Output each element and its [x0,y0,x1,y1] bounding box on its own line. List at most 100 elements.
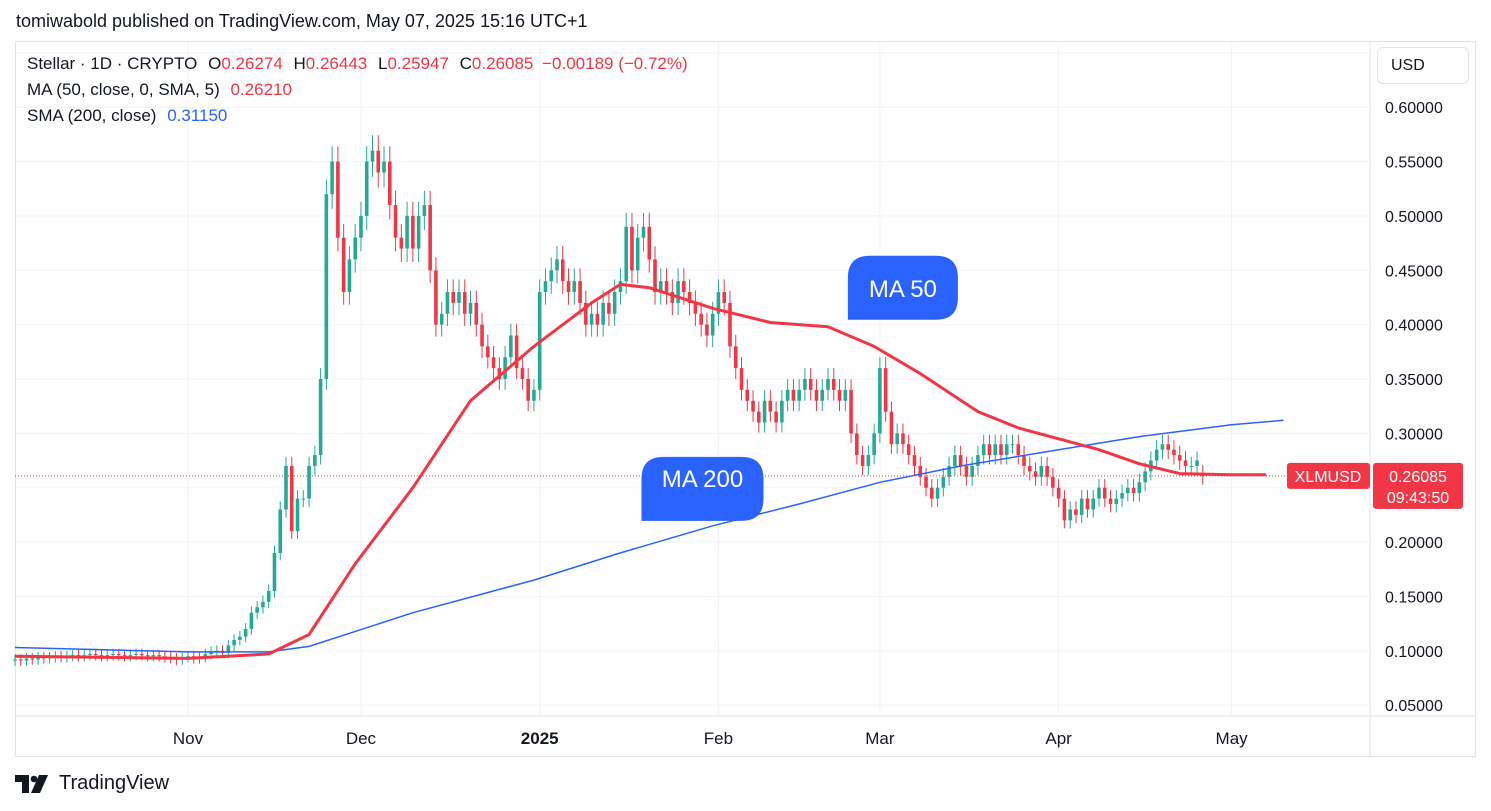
candle-body [249,612,254,630]
candle-body [1177,455,1182,461]
candle-body [451,292,456,303]
candle-body [670,292,675,303]
moving-averages [14,282,1284,660]
candle-body [693,302,698,314]
candle-body [1172,449,1176,456]
candle-body [330,161,334,195]
callout-label: MA 200 [662,466,743,493]
candle-body [307,465,311,499]
candle-body [284,465,288,510]
candle-body [1126,487,1130,494]
candle-body [128,655,133,657]
candle-body [266,590,271,602]
candle-body [480,324,484,347]
ma50-legend[interactable]: MA (50, close, 0, SMA, 5) 0.26210 [27,80,292,100]
candle-body [872,433,876,456]
candle-body [947,465,951,477]
candle-body [30,658,35,660]
candles [13,135,1205,666]
close-value: 0.26085 [471,54,534,73]
tradingview-brand[interactable]: TradingView [15,772,169,795]
brand-name: TradingView [59,772,170,794]
candle-body [359,215,363,238]
grid-lines [15,42,1476,757]
high-label: H [293,54,306,73]
symbol-legend[interactable]: Stellar · 1D · CRYPTO O0.26274 H0.26443 … [27,54,688,74]
candle-body [953,455,957,466]
currency-selector[interactable]: USD [1377,47,1469,84]
candle-body [543,281,548,293]
candle-body [209,651,213,655]
candle-body [416,215,421,249]
low-label: L [377,54,388,73]
candle-body [226,645,231,653]
candle-body [976,455,980,466]
symbol-tag-label: XLMUSD [1295,469,1362,486]
candle-body [99,655,104,657]
candle-body [382,161,386,173]
candle-body [1183,460,1188,466]
ma50-callout[interactable]: MA 50 [847,255,958,320]
candle-body [797,389,801,401]
candle-body [1097,487,1101,499]
candle-body [958,455,963,466]
candle-body [970,465,974,477]
candle-body [36,657,40,660]
y-tick-label: 0.30000 [1385,426,1443,443]
candle-body [1091,498,1096,510]
candle-body [1143,471,1147,483]
candle-body [111,654,115,656]
candle-body [612,292,617,314]
candle-body [105,655,110,657]
open-label: O [208,54,222,73]
x-tick-label: Feb [704,729,733,748]
candle-body [664,281,669,293]
candle-body [1068,509,1072,521]
candle-body [1028,465,1032,472]
candle-body [318,379,323,456]
candle-body [474,302,479,325]
candle-body [578,281,582,303]
candle-body [745,389,750,401]
candle-body [116,654,121,656]
change-value: −0.00189 (−0.72%) [542,54,688,73]
candle-body [710,313,715,336]
tradingview-logo-icon [15,774,48,793]
candle-body [780,400,784,423]
candle-body [24,658,29,661]
candle-body [387,161,392,206]
candle-body [785,389,790,401]
ma200-callout[interactable]: MA 200 [641,456,764,521]
candle-body [497,368,502,379]
candle-body [860,455,865,466]
candle-body [993,444,998,456]
candle-body [826,379,830,390]
candle-body [1022,455,1026,466]
candle-body [814,389,819,401]
candle-body [1166,444,1170,450]
y-tick-label: 0.50000 [1385,209,1443,226]
candle-body [1016,444,1021,456]
candle-body [1120,493,1124,499]
candle-body [964,465,969,477]
candle-body [901,433,905,445]
sma200-legend[interactable]: SMA (200, close) 0.31150 [27,106,227,126]
candle-body [1039,465,1044,477]
candle-body [520,368,525,379]
candle-body [353,237,357,260]
candle-body [687,292,692,303]
candle-body [261,601,265,608]
candle-body [641,226,646,238]
candle-body [647,226,652,260]
symbol-line: Stellar · 1D · CRYPTO [27,54,198,73]
candle-body [549,270,554,282]
candle-body [439,313,444,325]
candle-body [324,194,329,379]
candle-body [140,654,144,656]
candle-body [739,368,744,390]
chart-frame [15,41,1476,757]
low-value: 0.25947 [387,54,449,73]
candle-body [393,205,398,238]
last-price-tag: XLMUSD 0.26085 09:43:50 [1287,462,1463,509]
